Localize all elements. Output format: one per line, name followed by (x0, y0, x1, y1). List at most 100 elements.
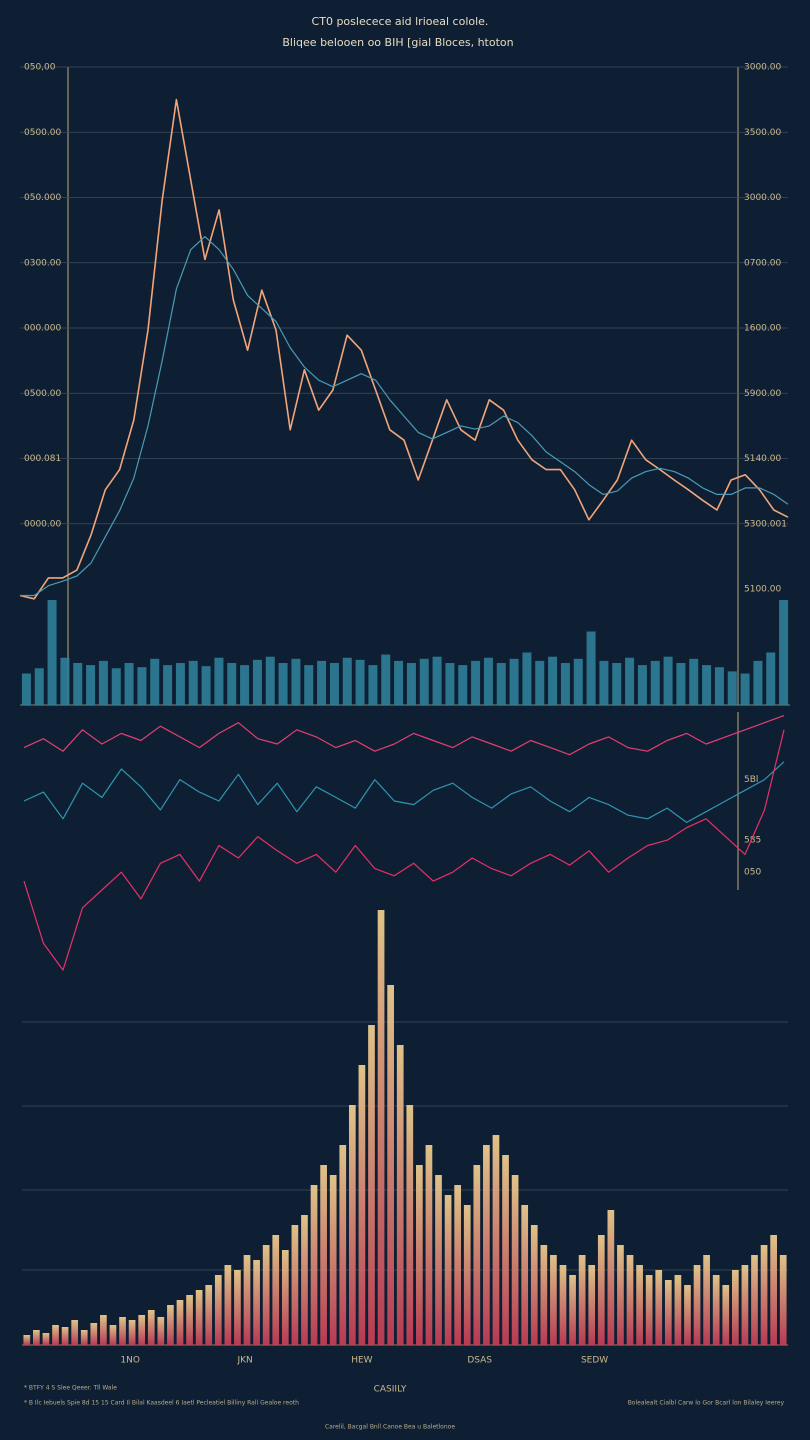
x-tick-label: JKN (236, 1356, 252, 1366)
bar (188, 660, 198, 705)
bar (550, 1255, 557, 1345)
bar (147, 1310, 155, 1345)
x-tick-label: DSAS (467, 1356, 492, 1366)
bar (741, 1265, 749, 1345)
bar (637, 665, 647, 705)
bar (432, 656, 442, 705)
bar (240, 665, 250, 705)
y-tick-label: 0500.00 (24, 128, 61, 138)
bar (163, 665, 173, 705)
y2-tick-label: 3000.00 (744, 193, 781, 203)
bar (138, 1315, 146, 1345)
x-axis-label: CASIILY (374, 1385, 407, 1395)
bar (693, 1265, 701, 1345)
bar (674, 1275, 682, 1345)
bar (714, 667, 724, 705)
bar (224, 1265, 232, 1345)
footnote: * BTFY 4 S Slee Qeeer. Tll Wale (24, 1385, 117, 1392)
bar (617, 1245, 624, 1345)
bar (387, 985, 394, 1345)
series-line (19, 98, 789, 600)
bar (722, 1285, 730, 1345)
bar (339, 1145, 347, 1345)
y-tick-label: 0500.00 (24, 389, 61, 399)
bar (445, 663, 455, 705)
bar (406, 663, 416, 705)
bar (320, 1165, 327, 1345)
bar (444, 1195, 452, 1345)
bar (33, 1330, 40, 1345)
y2-tick-label: 5140.00 (744, 454, 781, 464)
bar (626, 1255, 634, 1345)
bar (358, 1065, 366, 1345)
y2-tick-label: 585 (744, 836, 761, 846)
bar (201, 666, 211, 705)
bar (214, 657, 224, 705)
bar (157, 1317, 165, 1345)
y-tick-label: 000.081 (24, 454, 61, 464)
bar (176, 1300, 184, 1345)
bar (150, 658, 160, 705)
bar (317, 660, 327, 705)
bar (770, 1235, 777, 1345)
y2-tick-label: 0700.00 (744, 258, 781, 268)
bar (522, 652, 532, 705)
bar (137, 667, 147, 705)
bar (42, 1333, 50, 1345)
bar (689, 658, 699, 705)
series-line (23, 715, 785, 756)
bar (111, 668, 121, 705)
bar (394, 660, 404, 705)
bar (348, 1105, 356, 1345)
bar (760, 1245, 768, 1345)
bar (684, 1285, 691, 1345)
bar (252, 659, 262, 705)
bar (559, 1265, 567, 1345)
bar (342, 657, 352, 705)
y2-tick-label: 5Bl (744, 775, 758, 785)
bar (473, 1165, 481, 1345)
y2-tick-label: 5100.00 (744, 585, 781, 595)
bar (23, 1335, 31, 1345)
series-line (23, 729, 785, 971)
bar (578, 1255, 586, 1345)
bar (540, 1245, 548, 1345)
y-tick-label: 0000.00 (24, 519, 61, 529)
bar (109, 1325, 117, 1345)
bar (548, 656, 558, 705)
y2-tick-label: 5900.00 (744, 389, 781, 399)
bar (21, 673, 31, 705)
bar (779, 600, 789, 705)
bar (272, 1235, 280, 1345)
bar (47, 600, 57, 705)
bar (310, 1185, 318, 1345)
bar (124, 663, 134, 705)
bar (119, 1317, 126, 1345)
bar (597, 1235, 605, 1345)
bar (650, 660, 660, 705)
bar (60, 657, 70, 705)
bar (753, 660, 763, 705)
x-tick-label: 1NO (120, 1356, 140, 1366)
y2-tick-label: 5300.001 (744, 519, 787, 529)
bar (265, 656, 275, 705)
bar (676, 663, 686, 705)
bar (560, 663, 570, 705)
bar (234, 1270, 241, 1345)
footnote: * B Ilc Iebuels Spie 8d 15 15 Card Il Bi… (24, 1400, 299, 1407)
y-tick-label: 050,00 (24, 63, 56, 73)
bar (463, 1205, 471, 1345)
bar (521, 1205, 529, 1345)
bar (253, 1260, 260, 1345)
y2-tick-label: 050 (744, 868, 761, 878)
bar (98, 660, 108, 705)
bar (751, 1255, 758, 1345)
bar (368, 1025, 375, 1345)
bar (727, 671, 737, 705)
bar (262, 1245, 270, 1345)
source: Carelil, Bacgal Bnll Canoe Bea u Baletlo… (325, 1424, 455, 1431)
bar (368, 665, 378, 705)
bar (34, 668, 44, 705)
series-line (20, 236, 789, 597)
x-tick-label: SEDW (581, 1356, 608, 1366)
